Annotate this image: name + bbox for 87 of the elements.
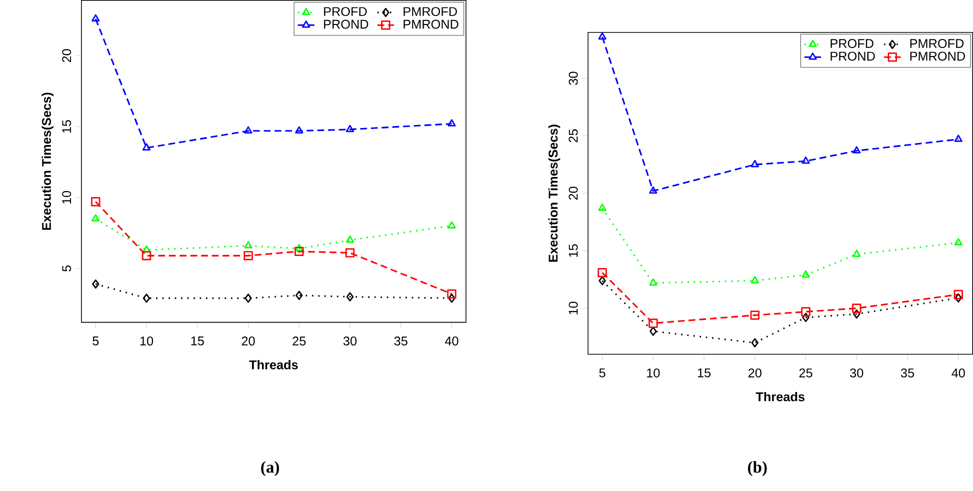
x-axis-title: Threads (756, 392, 804, 402)
point (448, 294, 456, 303)
point (295, 244, 304, 252)
point (295, 290, 303, 300)
x-tick-label: 20 (748, 368, 762, 378)
point (598, 276, 606, 286)
x-tick-label: 10 (647, 368, 660, 378)
point (244, 241, 252, 248)
point (650, 326, 657, 336)
legend-label: PMROFD (910, 38, 964, 48)
point (801, 307, 810, 316)
point (954, 293, 962, 302)
point (244, 294, 252, 303)
point (91, 197, 100, 206)
x-tick-label: 25 (799, 368, 812, 378)
x-axis-title: Threads (249, 360, 298, 370)
point (954, 238, 962, 246)
point (802, 312, 810, 322)
y-tick-label: 15 (62, 120, 72, 133)
y-tick-label: 20 (568, 186, 578, 200)
y-tick-label: 30 (568, 72, 578, 85)
point (294, 246, 304, 256)
legend-label: PMROND (910, 52, 965, 61)
point (852, 304, 862, 313)
point (649, 186, 658, 194)
point (598, 32, 606, 40)
y-axis-title: Execution Times(Secs) (42, 92, 54, 230)
y-tick-label: 15 (568, 244, 578, 257)
point (447, 289, 456, 299)
x-tick-label: 35 (394, 336, 408, 346)
x-tick-label: 15 (191, 336, 204, 346)
point (448, 221, 456, 228)
point (92, 279, 100, 289)
x-tick-label: 10 (140, 336, 154, 346)
point (802, 156, 810, 164)
point (142, 294, 150, 303)
point (346, 124, 354, 132)
text: (b) (748, 461, 767, 476)
point (142, 143, 151, 150)
x-tick-label: 40 (444, 336, 458, 346)
point (598, 204, 606, 211)
point (954, 134, 962, 142)
point (92, 214, 100, 222)
point (649, 278, 658, 286)
legend-label: PROFD (830, 38, 874, 48)
point (345, 248, 355, 258)
y-tick-label: 20 (62, 49, 72, 62)
x-tick-label: 35 (900, 368, 914, 378)
y-tick-label: 5 (62, 265, 72, 272)
y-axis-title: Execution Times(Secs) (548, 124, 560, 262)
legend-label: PROND (324, 20, 368, 29)
x-tick-label: 20 (242, 336, 255, 346)
point (750, 310, 760, 320)
point (244, 251, 253, 260)
y-tick-label: 10 (62, 190, 72, 204)
point (852, 250, 861, 257)
point (750, 160, 759, 168)
point (598, 268, 607, 278)
point (244, 126, 252, 134)
y-tick-label: 25 (568, 129, 578, 142)
point (142, 251, 152, 260)
point (954, 290, 963, 300)
point (448, 119, 456, 126)
legend-label: PMROND (404, 20, 458, 29)
point (853, 309, 860, 319)
x-tick-label: 40 (952, 368, 965, 378)
y-tick-label: 10 (568, 302, 578, 314)
legend-label: PROFD (324, 7, 367, 16)
point (295, 126, 304, 134)
x-tick-label: 25 (292, 336, 306, 346)
x-tick-label: 30 (850, 368, 864, 378)
point (92, 14, 100, 22)
point (750, 276, 759, 284)
x-tick-label: 5 (599, 368, 606, 378)
legend-label: PROND (830, 52, 875, 61)
point (142, 245, 151, 253)
point (802, 270, 810, 278)
point (346, 292, 354, 302)
point (648, 318, 658, 328)
text: (a) (261, 461, 280, 476)
point (751, 338, 759, 348)
point (852, 146, 861, 154)
x-tick-label: 5 (92, 336, 99, 346)
point (346, 235, 354, 243)
x-tick-label: 30 (343, 336, 357, 346)
legend-label: PMROFD (404, 7, 457, 16)
x-tick-label: 15 (698, 368, 711, 378)
